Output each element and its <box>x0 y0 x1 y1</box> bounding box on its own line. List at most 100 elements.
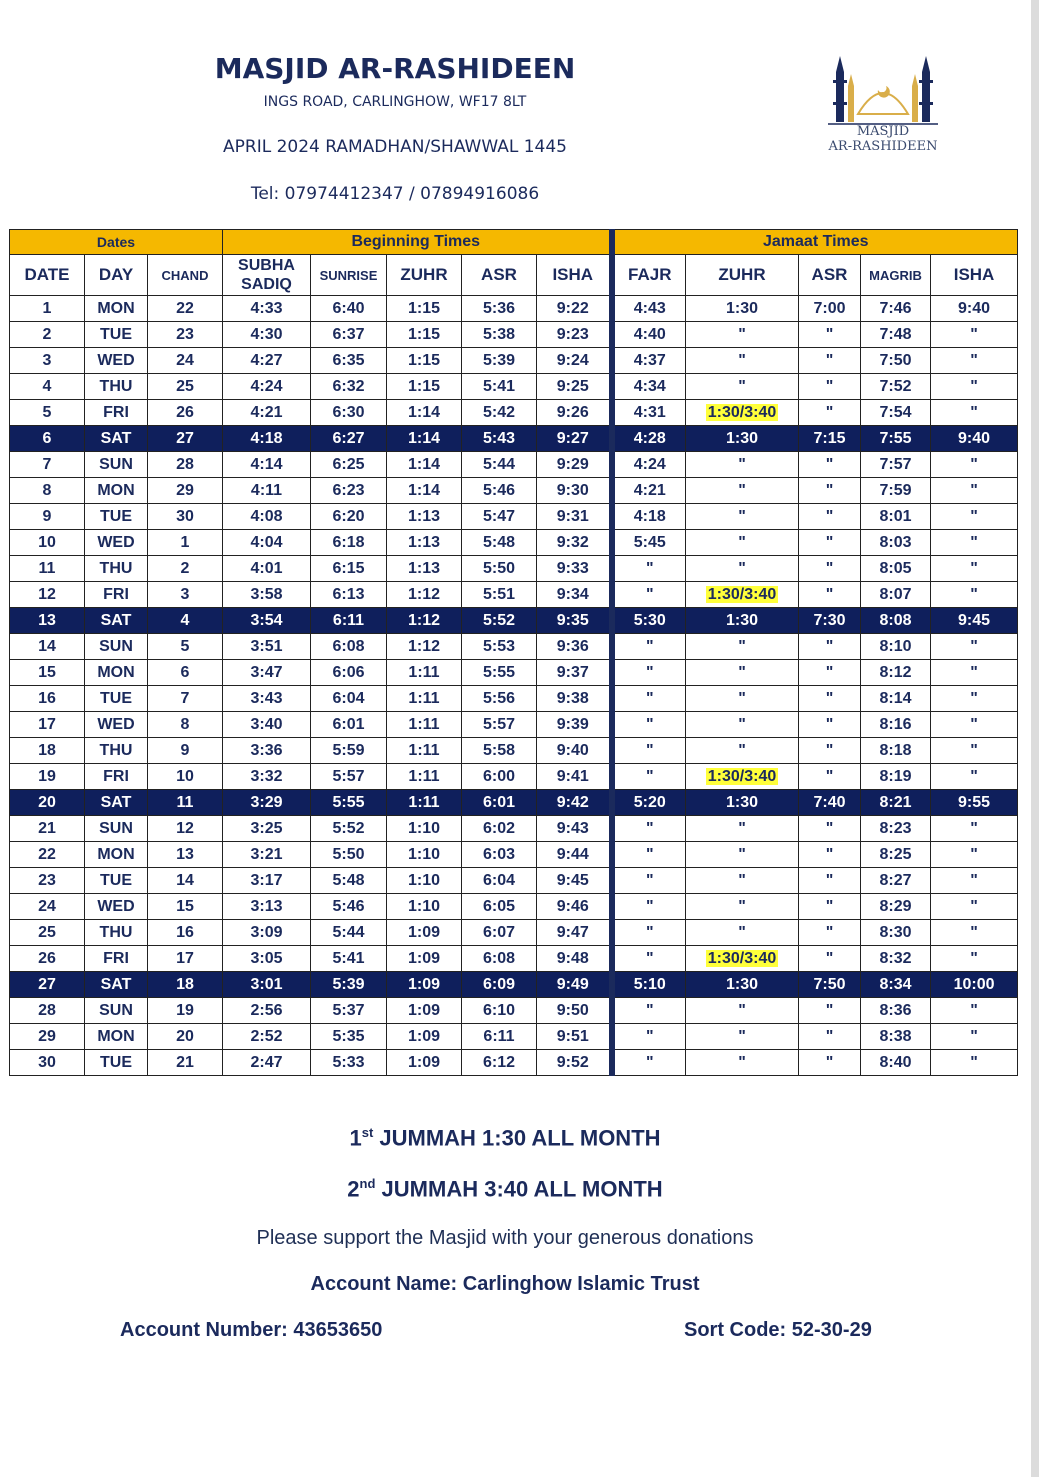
cell-isha: 9:42 <box>536 789 615 816</box>
cell-zuhr: " <box>685 919 799 946</box>
cell-day: FRI <box>84 763 148 790</box>
cell-zuhr: 1:11 <box>386 737 462 764</box>
cell-zuhr: " <box>685 711 799 738</box>
cell-date: 21 <box>9 815 85 842</box>
account-name: Account Name: Carlinghow Islamic Trust <box>310 1273 700 1295</box>
cell-day: MON <box>84 295 148 322</box>
cell-magrib: 7:46 <box>860 295 931 322</box>
logo-caption-line1: MASJID <box>856 124 910 139</box>
cell-chand: 20 <box>147 1023 223 1050</box>
cell-isha: 9:43 <box>536 815 615 842</box>
cell-zuhr: 1:30/3:40 <box>685 945 799 972</box>
cell-zuhr: 1:12 <box>386 581 462 608</box>
cell-fajr: 4:28 <box>611 425 686 452</box>
cell-date: 30 <box>9 1049 85 1076</box>
cell-date: 13 <box>9 607 85 634</box>
cell-asr: 7:15 <box>798 425 861 452</box>
cell-day: TUE <box>84 867 148 894</box>
table-row: 16 TUE 7 3:43 6:04 1:11 5:56 9:38 " " " 8:14 " <box>9 685 1019 712</box>
cell-isha: 9:22 <box>536 295 615 322</box>
cell-fajr: " <box>611 945 686 972</box>
cell-sunrise: 5:35 <box>310 1023 387 1050</box>
logo-caption: MASJID AR-RASHIDEEN <box>810 124 956 154</box>
cell-zuhr: " <box>685 815 799 842</box>
cell-zuhr: 1:09 <box>386 919 462 946</box>
cell-isha: " <box>929 451 1019 478</box>
cell-zuhr: 1:15 <box>386 295 462 322</box>
cell-fajr: 4:21 <box>611 477 686 504</box>
cell-fajr: 4:34 <box>611 373 686 400</box>
table-row: 20 SAT 11 3:29 5:55 1:11 6:01 9:42 5:20 1:30 7:40 8… <box>9 789 1019 816</box>
cell-magrib: 7:57 <box>860 451 931 478</box>
cell-zuhr: 1:30 <box>685 607 799 634</box>
cell-fajr: 4:18 <box>611 503 686 530</box>
cell-isha: 9:24 <box>536 347 615 374</box>
cell-sunrise: 6:27 <box>310 425 387 452</box>
cell-zuhr: " <box>685 737 799 764</box>
table-row: 17 WED 8 3:40 6:01 1:11 5:57 9:39 " " " 8:16 " <box>9 711 1019 738</box>
cell-zuhr: 1:12 <box>386 633 462 660</box>
cell-fajr: " <box>611 763 686 790</box>
cell-day: WED <box>84 711 148 738</box>
cell-zuhr: " <box>685 529 799 556</box>
cell-fajr: 4:24 <box>611 451 686 478</box>
cell-sunrise: 6:40 <box>310 295 387 322</box>
col-subha-sadiq: SUBHA SADIQ <box>222 254 311 296</box>
cell-magrib: 8:30 <box>860 919 931 946</box>
cell-zuhr: " <box>685 997 799 1024</box>
page-edge-shadow <box>1031 0 1039 1477</box>
table-row: 1 MON 22 4:33 6:40 1:15 5:36 9:22 4:43 1:30 7:00 7:… <box>9 295 1019 322</box>
cell-chand: 27 <box>147 425 223 452</box>
cell-subha-sadiq: 2:47 <box>222 1049 311 1076</box>
cell-sunrise: 6:06 <box>310 659 387 686</box>
cell-chand: 28 <box>147 451 223 478</box>
cell-magrib: 7:52 <box>860 373 931 400</box>
telephone-numbers: Tel: 07974412347 / 07894916086 <box>250 184 540 204</box>
cell-day: THU <box>84 373 148 400</box>
second-jummah-ordinal: 2 <box>347 1176 360 1202</box>
cell-zuhr: " <box>685 555 799 582</box>
cell-fajr: " <box>611 893 686 920</box>
cell-isha: 9:30 <box>536 477 615 504</box>
cell-isha: " <box>929 867 1019 894</box>
cell-sunrise: 6:04 <box>310 685 387 712</box>
sort-code: Sort Code: 52-30-29 <box>684 1319 872 1341</box>
cell-zuhr: " <box>685 1023 799 1050</box>
table-row: 25 THU 16 3:09 5:44 1:09 6:07 9:47 " " " 8:30 " <box>9 919 1019 946</box>
cell-subha-sadiq: 3:05 <box>222 945 311 972</box>
cell-zuhr: " <box>685 477 799 504</box>
cell-fajr: " <box>611 841 686 868</box>
cell-day: WED <box>84 529 148 556</box>
cell-subha-sadiq: 3:17 <box>222 867 311 894</box>
cell-asr: 5:48 <box>461 529 537 556</box>
cell-day: MON <box>84 841 148 868</box>
col-zuhr-begin: ZUHR <box>386 254 462 296</box>
cell-asr: 7:00 <box>798 295 861 322</box>
col-fajr-jamaat: FAJR <box>611 254 686 296</box>
cell-subha-sadiq: 4:30 <box>222 321 311 348</box>
cell-magrib: 8:34 <box>860 971 931 998</box>
table-row: 28 SUN 19 2:56 5:37 1:09 6:10 9:50 " " " 8:36 " <box>9 997 1019 1024</box>
table-row: 12 FRI 3 3:58 6:13 1:12 5:51 9:34 " 1:30/3:40 " 8:0… <box>9 581 1019 608</box>
cell-asr: 5:52 <box>461 607 537 634</box>
cell-zuhr: 1:10 <box>386 867 462 894</box>
cell-asr: " <box>798 1023 861 1050</box>
col-day: DAY <box>84 254 148 296</box>
cell-fajr: " <box>611 919 686 946</box>
cell-fajr: " <box>611 685 686 712</box>
cell-subha-sadiq: 2:56 <box>222 997 311 1024</box>
cell-zuhr: 1:11 <box>386 763 462 790</box>
cell-fajr: 4:31 <box>611 399 686 426</box>
cell-date: 14 <box>9 633 85 660</box>
cell-sunrise: 5:46 <box>310 893 387 920</box>
cell-asr: 5:39 <box>461 347 537 374</box>
cell-zuhr: 1:13 <box>386 555 462 582</box>
cell-magrib: 8:29 <box>860 893 931 920</box>
cell-chand: 21 <box>147 1049 223 1076</box>
cell-zuhr: 1:15 <box>386 373 462 400</box>
cell-subha-sadiq: 3:47 <box>222 659 311 686</box>
cell-subha-sadiq: 3:58 <box>222 581 311 608</box>
cell-day: FRI <box>84 399 148 426</box>
cell-isha: 9:51 <box>536 1023 615 1050</box>
cell-day: TUE <box>84 685 148 712</box>
